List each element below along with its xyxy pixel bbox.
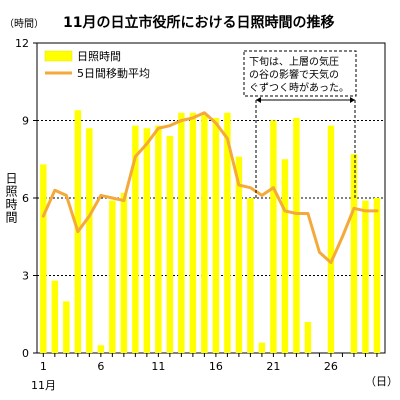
annotation-line-2: の谷の影響で天気の: [249, 68, 339, 81]
bar-day-14: [189, 112, 197, 353]
bar-day-28: [350, 154, 358, 353]
x-unit-label: （日）: [365, 375, 398, 388]
bar-day-26: [327, 125, 335, 353]
annotation-box: [243, 50, 357, 97]
bar-day-9: [132, 125, 139, 353]
bar-day-24: [304, 322, 312, 353]
annotation: 下旬は、上層の気圧 の谷の影響で天気の ぐずつく時があった。: [243, 50, 357, 200]
legend: 日照時間 5日間移動平均: [44, 50, 150, 80]
y-axis-ticks: 0 3 6 9 12: [15, 37, 37, 360]
bar-day-7: [109, 200, 116, 353]
bar-day-22: [281, 159, 289, 353]
y-tick-label-6: 6: [22, 192, 29, 205]
y-tick-label-3: 3: [22, 270, 29, 283]
line-series: [41, 111, 379, 265]
bar-day-29: [362, 200, 369, 353]
bar-day-17: [224, 112, 231, 353]
x-tick-label-21: 21: [266, 360, 280, 373]
bar-day-10: [143, 128, 151, 353]
annotation-arrow-left-head: [256, 97, 261, 103]
bar-day-21: [270, 120, 277, 353]
unit-label: （時間）: [4, 18, 44, 30]
month-label: 11月: [31, 379, 56, 392]
legend-bar-swatch: [44, 50, 73, 62]
annotation-line-3: ぐずつく時があった。: [249, 81, 349, 94]
legend-line-label: 5日間移動平均: [77, 66, 150, 80]
bar-day-15: [201, 115, 208, 353]
bar-day-3: [63, 301, 70, 353]
bar-day-23: [293, 117, 300, 353]
bar-day-20: [258, 342, 266, 353]
bar-day-30: [373, 198, 381, 353]
y-axis-label: 日照時間: [4, 172, 18, 224]
bar-day-13: [178, 112, 185, 353]
x-tick-label-1: 1: [40, 360, 47, 373]
bar-day-1: [40, 164, 47, 353]
moving-average-line: [41, 111, 379, 265]
bar-day-11: [155, 125, 162, 353]
annotation-line-1: 下旬は、上層の気圧: [249, 55, 339, 68]
x-tick-label-6: 6: [97, 360, 104, 373]
y-tick-label-12: 12: [15, 37, 29, 50]
x-tick-label-11: 11: [151, 360, 165, 373]
bar-day-6: [97, 345, 105, 353]
bar-day-16: [212, 117, 220, 353]
y-tick-label-0: 0: [22, 347, 29, 360]
bar-day-12: [166, 136, 174, 353]
x-tick-label-16: 16: [209, 360, 223, 373]
y-tick-label-9: 9: [22, 115, 29, 128]
chart-title: 11月の日立市役所における日照時間の推移: [63, 14, 334, 31]
bar-day-2: [51, 280, 59, 353]
x-tick-label-26: 26: [324, 360, 338, 373]
bar-day-18: [235, 156, 243, 353]
bar-day-19: [247, 198, 254, 353]
x-axis-ticks: 1 6 11 16 21 26: [40, 353, 378, 373]
bar-day-5: [86, 128, 93, 353]
annotation-arrow-right-head: [350, 97, 355, 103]
legend-bar-label: 日照時間: [77, 50, 121, 63]
bar-day-8: [120, 192, 128, 353]
